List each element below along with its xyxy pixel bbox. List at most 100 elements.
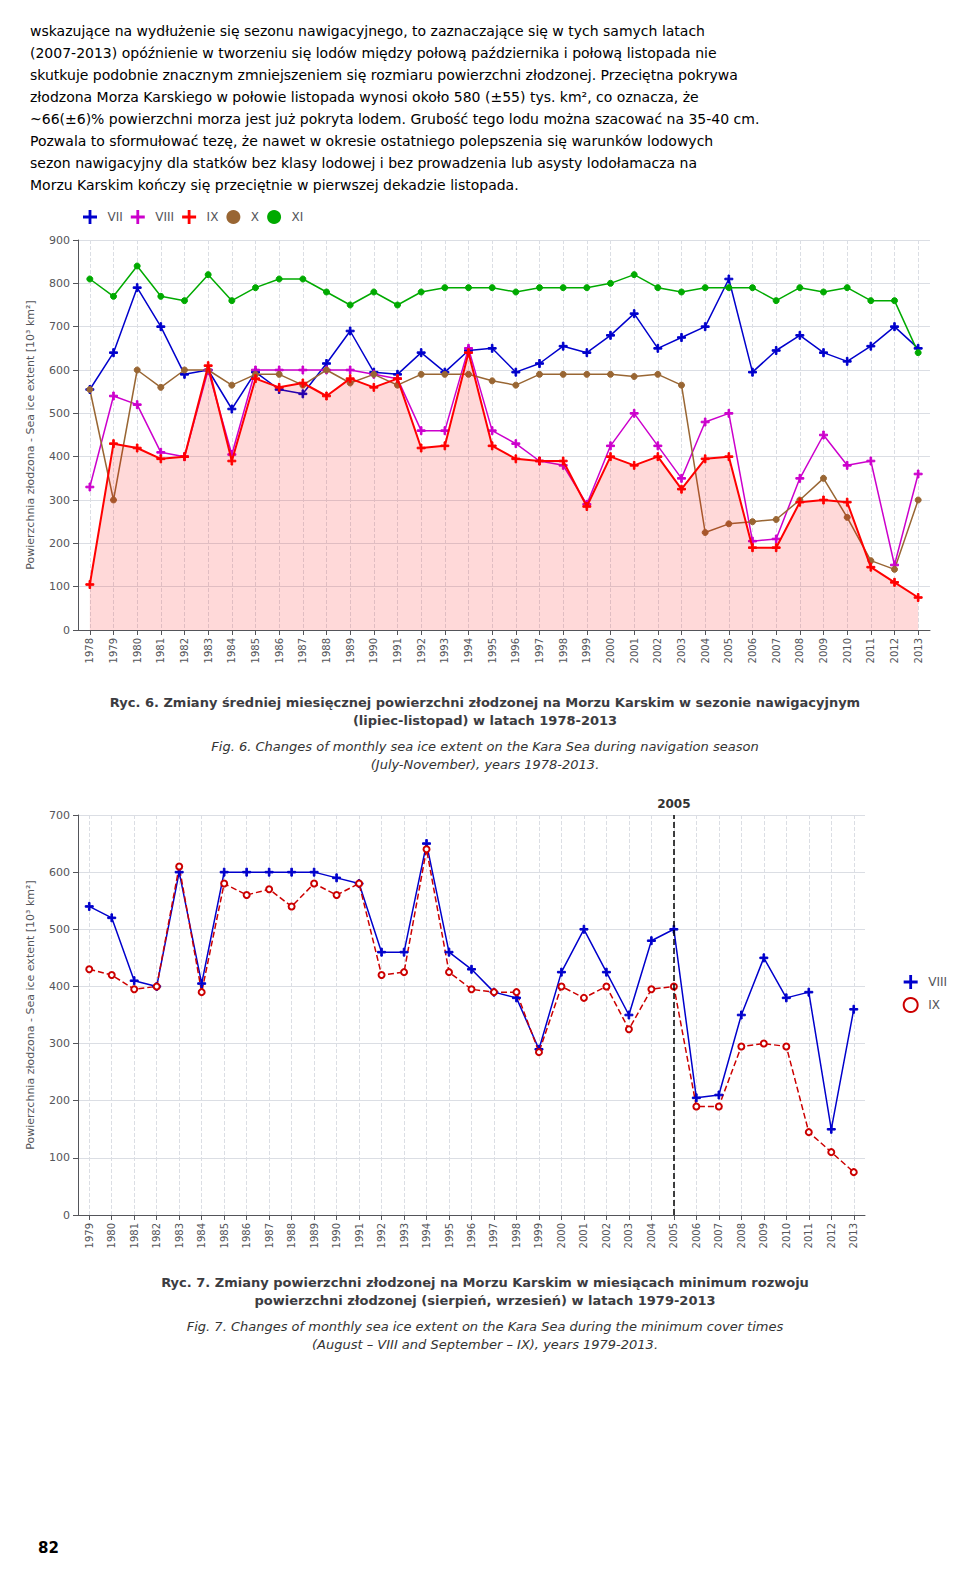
svg-text:Pozwala to sformułować tezę, ż: Pozwala to sformułować tezę, że nawet w … xyxy=(30,133,713,149)
svg-text:1993: 1993 xyxy=(439,638,450,663)
svg-text:złodzona Morza Karskiego w poł: złodzona Morza Karskiego w połowie listo… xyxy=(30,89,699,105)
svg-text:2003: 2003 xyxy=(623,1223,634,1248)
svg-text:1983: 1983 xyxy=(203,638,214,663)
svg-text:Fig. 6. Changes of monthly sea: Fig. 6. Changes of monthly sea ice exten… xyxy=(211,739,758,754)
svg-text:powierzchni złodzonej (sierpie: powierzchni złodzonej (sierpień, wrzesie… xyxy=(254,1293,715,1308)
svg-text:1987: 1987 xyxy=(297,638,308,663)
svg-text:600: 600 xyxy=(49,364,70,377)
svg-text:1982: 1982 xyxy=(151,1223,162,1248)
svg-text:X: X xyxy=(251,210,259,224)
svg-text:1978: 1978 xyxy=(84,638,95,663)
svg-text:900: 900 xyxy=(49,234,70,247)
svg-text:500: 500 xyxy=(49,923,70,936)
svg-text:1986: 1986 xyxy=(274,638,285,663)
svg-text:1980: 1980 xyxy=(106,1223,117,1248)
svg-text:2012: 2012 xyxy=(889,638,900,663)
svg-text:Powierzchnia złodzona - Sea ic: Powierzchnia złodzona - Sea ice extent [… xyxy=(24,300,37,569)
svg-text:600: 600 xyxy=(49,866,70,879)
svg-text:2004: 2004 xyxy=(646,1223,657,1248)
svg-text:1998: 1998 xyxy=(558,638,569,663)
svg-text:2001: 2001 xyxy=(578,1223,589,1248)
svg-text:2006: 2006 xyxy=(747,638,758,663)
svg-text:2001: 2001 xyxy=(629,638,640,663)
svg-text:700: 700 xyxy=(49,809,70,822)
svg-text:Ryc. 7. Zmiany powierzchni zło: Ryc. 7. Zmiany powierzchni złodzonej na … xyxy=(161,1275,809,1290)
svg-text:XI: XI xyxy=(292,210,304,224)
svg-text:1979: 1979 xyxy=(84,1223,95,1248)
svg-text:1982: 1982 xyxy=(179,638,190,663)
svg-text:(July-November), years 1978-20: (July-November), years 1978-2013. xyxy=(371,757,600,772)
svg-text:700: 700 xyxy=(49,320,70,333)
svg-text:Ryc. 6. Zmiany średniej miesię: Ryc. 6. Zmiany średniej miesięcznej powi… xyxy=(110,695,860,710)
svg-text:(lipiec-listopad) w latach 197: (lipiec-listopad) w latach 1978-2013 xyxy=(353,713,617,728)
svg-text:Fig. 7. Changes of monthly sea: Fig. 7. Changes of monthly sea ice exten… xyxy=(187,1319,784,1334)
svg-text:2002: 2002 xyxy=(652,638,663,663)
svg-text:2012: 2012 xyxy=(826,1223,837,1248)
svg-text:IX: IX xyxy=(207,210,219,224)
svg-text:1984: 1984 xyxy=(196,1223,207,1248)
svg-text:1993: 1993 xyxy=(399,1223,410,1248)
svg-text:400: 400 xyxy=(49,980,70,993)
svg-text:1991: 1991 xyxy=(354,1223,365,1248)
svg-text:1986: 1986 xyxy=(241,1223,252,1248)
svg-text:2003: 2003 xyxy=(676,638,687,663)
svg-text:VIII: VIII xyxy=(155,210,174,224)
svg-text:300: 300 xyxy=(49,1037,70,1050)
svg-text:2013: 2013 xyxy=(913,638,924,663)
svg-text:1994: 1994 xyxy=(463,638,474,663)
svg-text:1987: 1987 xyxy=(264,1223,275,1248)
svg-text:0: 0 xyxy=(63,1209,70,1222)
svg-text:2009: 2009 xyxy=(818,638,829,663)
svg-text:2010: 2010 xyxy=(842,638,853,663)
svg-text:82: 82 xyxy=(38,1539,59,1557)
svg-text:2005: 2005 xyxy=(668,1223,679,1248)
svg-text:1981: 1981 xyxy=(129,1223,140,1248)
svg-text:2002: 2002 xyxy=(601,1223,612,1248)
svg-text:sezon nawigacyjny dla statków: sezon nawigacyjny dla statków bez klasy … xyxy=(30,155,697,171)
svg-text:1981: 1981 xyxy=(155,638,166,663)
svg-text:2013: 2013 xyxy=(848,1223,859,1248)
svg-text:1995: 1995 xyxy=(444,1223,455,1248)
svg-text:1988: 1988 xyxy=(321,638,332,663)
svg-text:2004: 2004 xyxy=(700,638,711,663)
svg-text:Morzu Karskim kończy się przec: Morzu Karskim kończy się przeciętnie w p… xyxy=(30,177,519,193)
svg-text:2011: 2011 xyxy=(865,638,876,663)
svg-text:(August – VIII and September –: (August – VIII and September – IX), year… xyxy=(312,1337,658,1352)
svg-text:400: 400 xyxy=(49,450,70,463)
svg-text:1992: 1992 xyxy=(376,1223,387,1248)
svg-text:1994: 1994 xyxy=(421,1223,432,1248)
svg-text:1985: 1985 xyxy=(250,638,261,663)
svg-text:1997: 1997 xyxy=(534,638,545,663)
svg-text:100: 100 xyxy=(49,1151,70,1164)
svg-text:200: 200 xyxy=(49,537,70,550)
svg-text:800: 800 xyxy=(49,277,70,290)
svg-text:1991: 1991 xyxy=(392,638,403,663)
svg-text:2005: 2005 xyxy=(723,638,734,663)
svg-text:1992: 1992 xyxy=(416,638,427,663)
svg-text:2006: 2006 xyxy=(691,1223,702,1248)
svg-text:VIII: VIII xyxy=(928,975,947,989)
svg-text:2010: 2010 xyxy=(781,1223,792,1248)
svg-text:2009: 2009 xyxy=(758,1223,769,1248)
svg-text:~66(±6)% powierzchni morza jes: ~66(±6)% powierzchni morza jest już pokr… xyxy=(30,111,759,127)
svg-text:2008: 2008 xyxy=(736,1223,747,1248)
svg-text:500: 500 xyxy=(49,407,70,420)
svg-text:2007: 2007 xyxy=(713,1223,724,1248)
svg-text:1990: 1990 xyxy=(331,1223,342,1248)
svg-text:2011: 2011 xyxy=(803,1223,814,1248)
svg-text:1980: 1980 xyxy=(132,638,143,663)
svg-text:2000: 2000 xyxy=(556,1223,567,1248)
svg-text:1996: 1996 xyxy=(466,1223,477,1248)
svg-text:1990: 1990 xyxy=(368,638,379,663)
svg-text:0: 0 xyxy=(63,624,70,637)
svg-text:IX: IX xyxy=(928,998,940,1012)
svg-text:2007: 2007 xyxy=(771,638,782,663)
svg-text:200: 200 xyxy=(49,1094,70,1107)
svg-text:1995: 1995 xyxy=(487,638,498,663)
svg-text:2000: 2000 xyxy=(605,638,616,663)
svg-text:2008: 2008 xyxy=(794,638,805,663)
svg-text:1988: 1988 xyxy=(286,1223,297,1248)
svg-text:VII: VII xyxy=(108,210,123,224)
svg-text:1998: 1998 xyxy=(511,1223,522,1248)
svg-text:1984: 1984 xyxy=(226,638,237,663)
